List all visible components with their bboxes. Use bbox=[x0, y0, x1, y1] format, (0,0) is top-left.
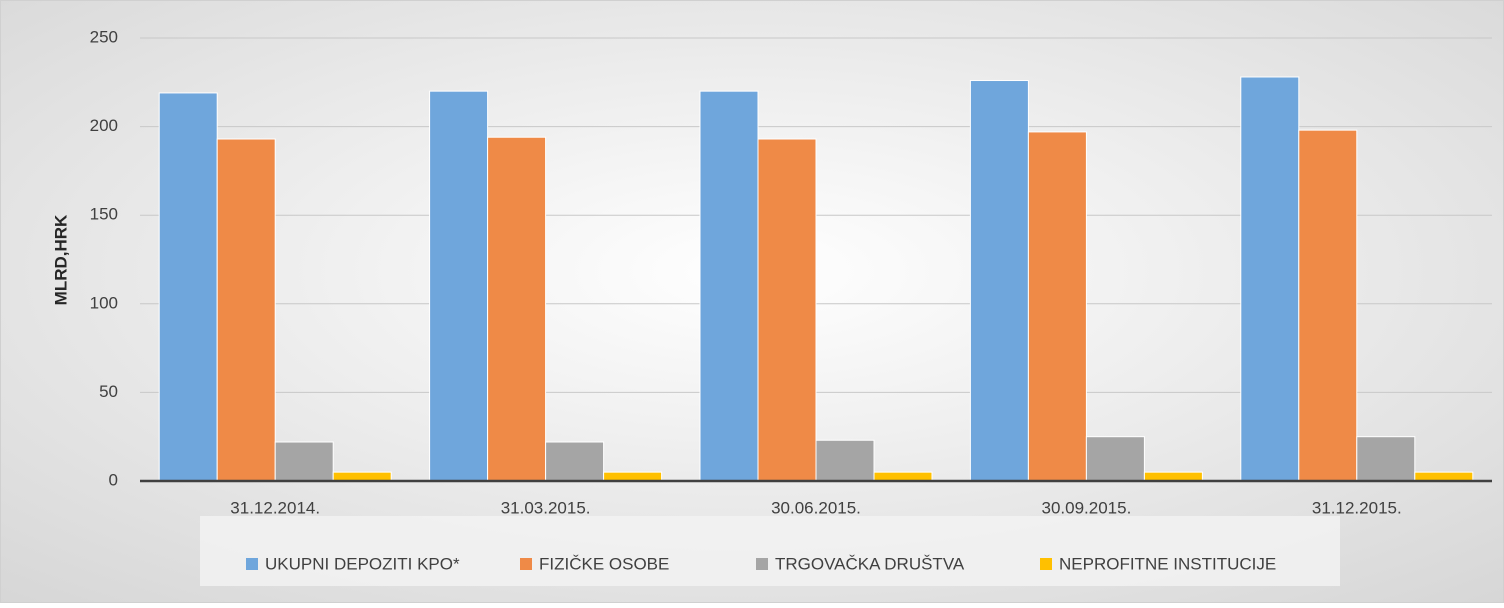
bar bbox=[545, 441, 605, 482]
bar bbox=[1085, 436, 1145, 482]
bar bbox=[1356, 436, 1416, 482]
y-tick-label: 0 bbox=[109, 470, 118, 489]
bar bbox=[815, 439, 875, 482]
bar bbox=[969, 80, 1029, 482]
bar bbox=[1298, 129, 1358, 482]
legend-swatch bbox=[246, 558, 258, 570]
legend-label: FIZIČKE OSOBE bbox=[539, 554, 669, 573]
bar bbox=[603, 471, 663, 482]
x-tick-label: 31.03.2015. bbox=[501, 498, 591, 517]
bar bbox=[1143, 471, 1203, 482]
y-tick-label: 250 bbox=[90, 27, 118, 46]
y-tick-label: 150 bbox=[90, 205, 118, 224]
legend-label: NEPROFITNE INSTITUCIJE bbox=[1059, 554, 1276, 573]
legend-box bbox=[200, 516, 1340, 586]
bar bbox=[429, 90, 489, 482]
legend-label: TRGOVAČKA DRUŠTVA bbox=[775, 554, 965, 573]
bar bbox=[332, 471, 392, 482]
y-tick-label: 200 bbox=[90, 116, 118, 135]
x-tick-label: 30.06.2015. bbox=[771, 498, 861, 517]
legend-label: UKUPNI DEPOZITI KPO* bbox=[265, 554, 460, 573]
x-tick-label: 31.12.2015. bbox=[1312, 498, 1402, 517]
y-axis-label: MLRD,HRK bbox=[51, 214, 70, 305]
x-tick-label: 31.12.2014. bbox=[230, 498, 320, 517]
bar bbox=[699, 90, 759, 482]
x-tick-label: 30.09.2015. bbox=[1041, 498, 1131, 517]
bar bbox=[1027, 131, 1087, 482]
y-tick-label: 50 bbox=[99, 382, 118, 401]
legend-swatch bbox=[1040, 558, 1052, 570]
bar bbox=[158, 92, 218, 482]
legend-swatch bbox=[520, 558, 532, 570]
bar bbox=[216, 138, 276, 482]
bar bbox=[274, 441, 334, 482]
bar bbox=[757, 138, 817, 482]
bar bbox=[487, 136, 547, 482]
legend-swatch bbox=[756, 558, 768, 570]
bar bbox=[1414, 471, 1474, 482]
bar bbox=[873, 471, 933, 482]
y-tick-label: 100 bbox=[90, 293, 118, 312]
bar bbox=[1240, 76, 1300, 482]
